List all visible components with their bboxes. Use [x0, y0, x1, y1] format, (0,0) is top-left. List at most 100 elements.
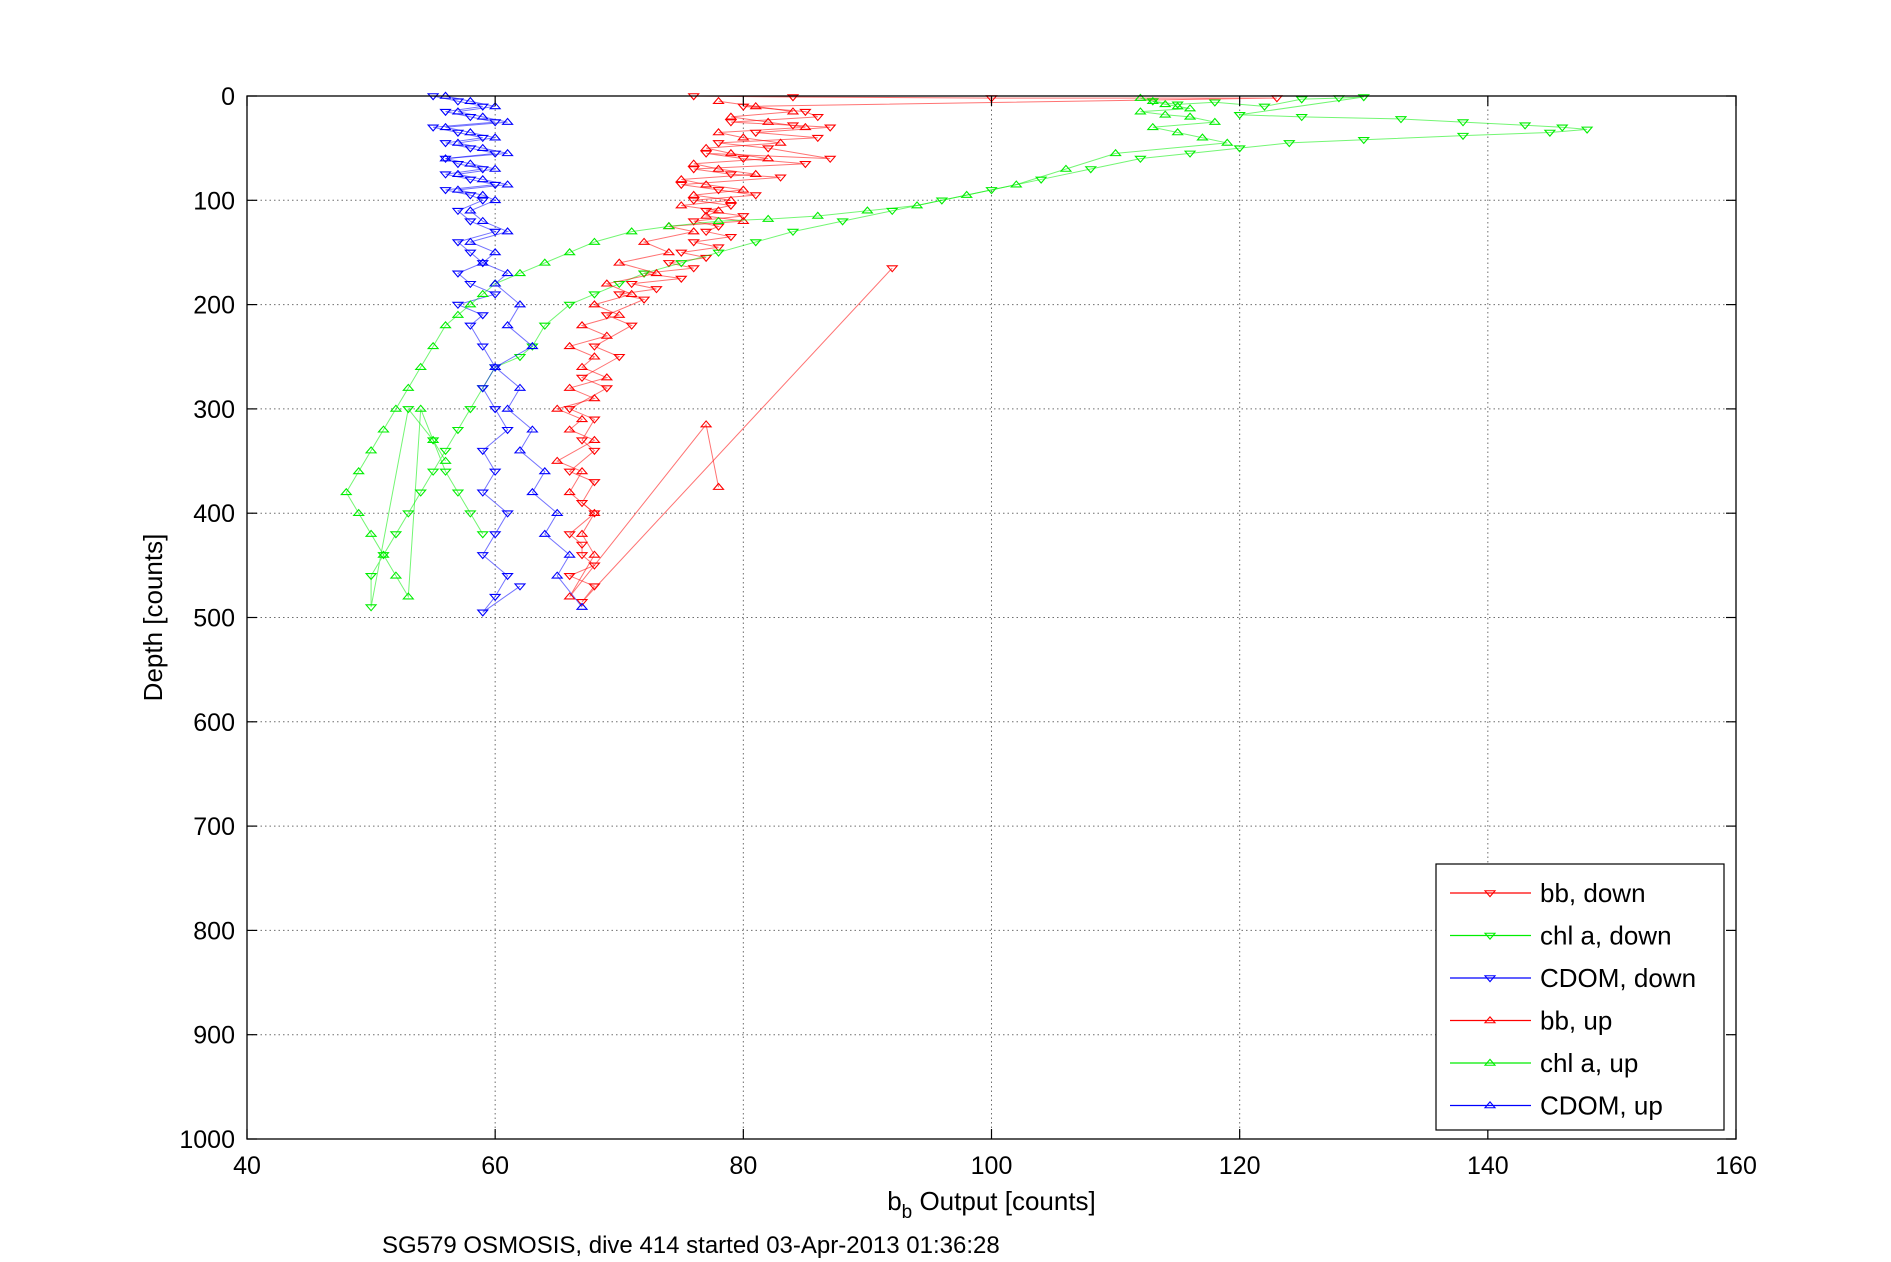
data-point	[426, 435, 440, 443]
data-point	[451, 185, 465, 193]
data-point	[811, 211, 824, 219]
y-tick-label: 500	[193, 605, 235, 633]
data-point	[761, 214, 775, 222]
data-point	[464, 218, 477, 226]
series-5	[439, 91, 589, 610]
data-point	[712, 244, 725, 252]
data-point	[488, 362, 502, 370]
data-point	[488, 164, 502, 172]
data-point	[563, 341, 576, 350]
data-point	[439, 108, 452, 117]
data-point	[588, 394, 601, 402]
data-point	[1010, 180, 1023, 188]
data-point	[588, 562, 601, 570]
data-point	[389, 404, 403, 412]
data-point	[737, 133, 750, 141]
data-point	[364, 572, 378, 581]
data-point	[588, 435, 601, 443]
x-tick-label: 80	[729, 1152, 757, 1180]
data-point	[613, 353, 626, 362]
data-point	[551, 508, 564, 516]
data-point	[402, 406, 415, 414]
data-point	[588, 300, 601, 308]
data-point	[811, 114, 824, 122]
data-point	[426, 93, 440, 101]
data-point	[799, 122, 812, 131]
data-point	[588, 550, 601, 558]
data-point	[737, 213, 750, 221]
figure-caption: SG579 OSMOSIS, dive 414 started 03-Apr-2…	[382, 1232, 1000, 1259]
data-point	[377, 550, 390, 558]
data-point	[476, 258, 489, 266]
data-point	[501, 148, 514, 157]
data-point	[749, 169, 762, 178]
data-point	[464, 300, 477, 308]
data-point	[724, 195, 738, 204]
data-point	[761, 117, 775, 125]
data-point	[799, 108, 812, 117]
data-point	[563, 592, 576, 600]
data-point	[513, 268, 527, 277]
data-point	[476, 552, 489, 560]
data-point	[501, 227, 514, 235]
data-point	[1456, 119, 1470, 127]
data-point	[712, 96, 725, 105]
data-point	[613, 258, 626, 266]
data-point	[1159, 110, 1172, 118]
data-point	[575, 321, 589, 329]
data-point	[699, 143, 713, 151]
x-tick-label: 40	[233, 1152, 261, 1180]
x-tick-label: 160	[1715, 1152, 1757, 1180]
data-point	[488, 364, 502, 372]
data-point	[439, 91, 452, 99]
data-point	[575, 499, 589, 508]
data-point	[588, 343, 601, 351]
series-4	[340, 93, 1234, 600]
data-point	[699, 228, 713, 237]
data-point	[687, 227, 700, 235]
data-point	[1543, 129, 1557, 137]
data-point	[675, 174, 688, 183]
data-point	[786, 228, 800, 237]
data-point	[439, 456, 452, 464]
data-point	[364, 529, 378, 537]
data-point	[786, 94, 800, 102]
data-point	[637, 270, 651, 278]
data-point	[1357, 94, 1370, 102]
data-point	[786, 107, 800, 115]
data-point	[699, 150, 713, 158]
data-point	[712, 187, 725, 195]
legend-item: chl a, up	[1450, 1048, 1638, 1078]
data-point	[464, 206, 477, 214]
data-point	[501, 321, 514, 329]
data-point	[464, 406, 477, 414]
data-point	[1171, 101, 1184, 110]
data-point	[501, 572, 514, 581]
data-point	[712, 223, 725, 231]
data-point	[476, 112, 489, 120]
series-layer	[340, 91, 1594, 617]
data-point	[588, 291, 601, 299]
data-point	[476, 289, 489, 297]
data-point	[340, 487, 353, 496]
data-point	[563, 550, 576, 558]
data-point	[724, 112, 738, 120]
data-point	[464, 510, 477, 518]
data-point	[563, 383, 576, 391]
data-point	[364, 446, 378, 454]
series-line	[345, 97, 1228, 599]
data-point	[476, 190, 489, 198]
data-point	[476, 174, 489, 183]
data-point	[563, 406, 576, 414]
y-tick-label: 200	[193, 292, 235, 320]
data-point	[675, 181, 688, 190]
data-point	[575, 599, 589, 607]
data-point	[439, 321, 452, 329]
data-point	[799, 160, 812, 169]
data-point	[588, 416, 601, 424]
data-point	[538, 258, 551, 266]
x-tick-label: 100	[971, 1152, 1013, 1180]
data-point	[675, 201, 688, 209]
data-point	[960, 190, 973, 198]
data-point	[588, 583, 601, 591]
